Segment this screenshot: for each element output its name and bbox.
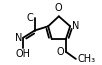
Text: C: C [27, 13, 33, 23]
Text: OH: OH [16, 49, 31, 59]
Text: CH₃: CH₃ [77, 54, 95, 64]
Text: N: N [14, 33, 22, 43]
Text: O: O [55, 4, 63, 14]
Text: N: N [72, 21, 79, 31]
Text: O: O [57, 47, 64, 57]
